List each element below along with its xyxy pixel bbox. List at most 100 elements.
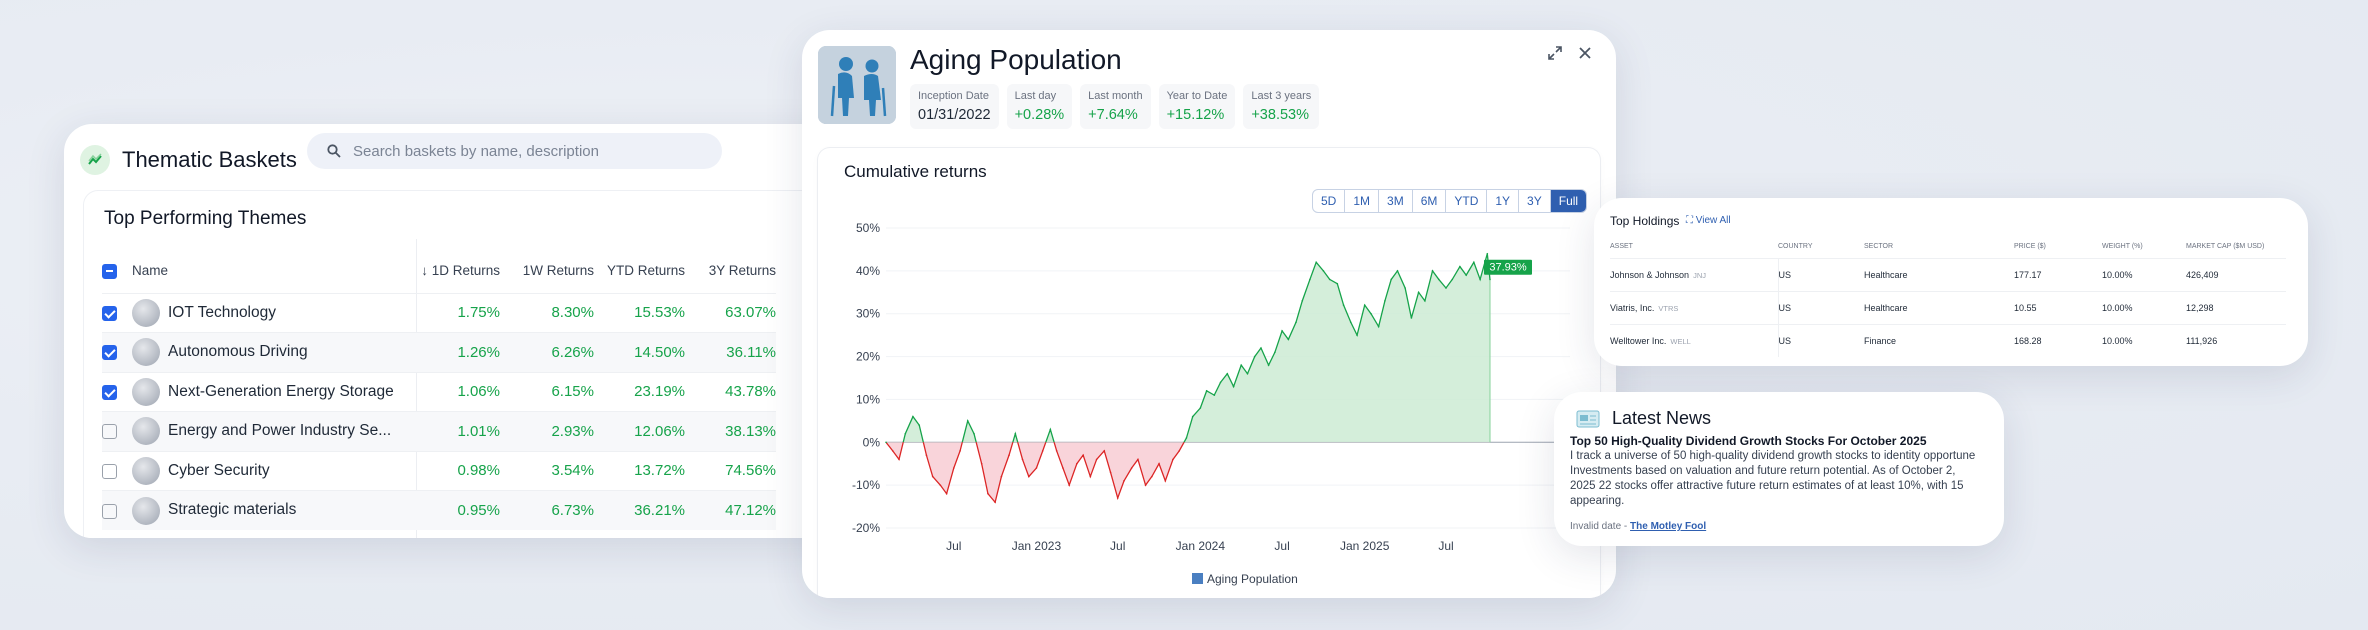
row-checkbox[interactable] — [102, 503, 117, 519]
holdings-col-header[interactable]: COUNTRY — [1778, 243, 1813, 251]
period-3y[interactable]: 3Y — [1519, 190, 1551, 212]
table-row[interactable]: Autonomous Driving 1.26% 6.26% 14.50% 36.11% — [102, 332, 776, 372]
data-point — [1178, 450, 1181, 452]
y-tick-label: 10% — [856, 392, 880, 406]
period-1m[interactable]: 1M — [1345, 190, 1380, 212]
row-checkbox[interactable] — [102, 305, 117, 321]
data-point — [898, 458, 900, 461]
data-point — [918, 424, 921, 426]
close-icon[interactable] — [1578, 44, 1592, 65]
period-3m[interactable]: 3M — [1379, 190, 1413, 212]
theme-name[interactable]: Strategic materials — [168, 501, 297, 519]
return-ytd: 13.72% — [594, 450, 685, 491]
theme-name[interactable]: Energy and Power Industry Se... — [168, 422, 392, 440]
data-point — [953, 467, 955, 469]
news-headline[interactable]: Top 50 High-Quality Dividend Growth Stoc… — [1570, 434, 1927, 448]
y-tick-label: 30% — [856, 307, 880, 321]
3y-returns-header[interactable]: 3Y Returns — [708, 263, 776, 279]
data-point — [1438, 278, 1440, 281]
holding-sector: Healthcare — [1864, 290, 2014, 324]
holdings-title: Top Holdings — [1610, 214, 1680, 228]
holdings-col-header[interactable]: ASSET — [1610, 243, 1633, 251]
data-point — [1116, 497, 1119, 499]
theme-name[interactable]: IOT Technology — [168, 303, 276, 321]
data-point — [1109, 471, 1112, 474]
row-checkbox[interactable] — [102, 345, 117, 361]
data-point — [1035, 467, 1038, 469]
holding-ticker: JNJ — [1693, 270, 1706, 280]
data-point — [1062, 467, 1064, 469]
x-tick-label: Jan 2024 — [1176, 539, 1226, 553]
table-row[interactable]: Next-Generation Energy Storage 1.06% 6.15%… — [102, 371, 776, 412]
end-label-box — [1484, 259, 1532, 275]
name-column-header[interactable]: Name — [132, 263, 169, 279]
stat-label: Last 3 years — [1251, 90, 1312, 102]
x-tick-label: Jan 2023 — [1012, 539, 1062, 553]
data-point — [1205, 390, 1208, 392]
stat-chip: Inception Date 01/31/2022 — [910, 84, 999, 129]
return-w1: 2.93% — [500, 411, 594, 451]
data-point — [1213, 394, 1216, 396]
data-point — [1049, 428, 1052, 431]
holding-country: US — [1778, 323, 1864, 357]
view-all-link[interactable]: ⛶ View All — [1686, 215, 1731, 226]
1w-returns-header[interactable]: 1W Returns — [522, 263, 594, 279]
data-point — [1191, 415, 1194, 418]
row-checkbox[interactable] — [102, 384, 117, 400]
period-6m[interactable]: 6M — [1413, 190, 1447, 212]
1d-returns-header[interactable]: ↓ 1D Returns — [421, 263, 500, 279]
data-point — [1328, 278, 1331, 281]
theme-name[interactable]: Autonomous Driving — [168, 343, 308, 361]
period-full[interactable]: Full — [1550, 190, 1587, 212]
data-point — [925, 454, 928, 456]
data-point — [1301, 300, 1304, 302]
holdings-col-header[interactable]: WEIGHT (%) — [2102, 243, 2143, 251]
period-1y[interactable]: 1Y — [1487, 190, 1520, 212]
data-point — [1445, 287, 1447, 289]
holdings-col-header[interactable]: MARKET CAP ($M USD) — [2186, 243, 2265, 251]
data-point — [1363, 304, 1366, 306]
y-tick-label: 20% — [856, 350, 880, 364]
holding-row[interactable]: Johnson & Johnson JNJ US Healthcare 177.17 10… — [1610, 257, 2286, 291]
holding-row[interactable]: Viatris, Inc. VTRS US Healthcare 10.55 10.00%… — [1610, 290, 2286, 324]
period-5d[interactable]: 5D — [1313, 190, 1346, 212]
data-point — [1151, 475, 1153, 478]
holding-mcap: 111,926 — [2186, 323, 2286, 357]
holding-weight: 10.00% — [2102, 323, 2186, 357]
holdings-col-header[interactable]: SECTOR — [1864, 243, 1894, 251]
return-y3: 36.11% — [685, 332, 776, 372]
row-checkbox[interactable] — [102, 424, 117, 440]
theme-avatar — [132, 456, 160, 485]
holding-row[interactable]: Welltower Inc. WELL US Finance 168.28 10.00% 1… — [1610, 323, 2286, 357]
legend-label[interactable]: Aging Population — [1207, 572, 1298, 586]
y-tick-label: 0% — [863, 435, 881, 449]
return-y3: 38.13% — [685, 411, 776, 451]
holdings-col-header[interactable]: PRICE ($) — [2014, 243, 2046, 251]
ytd-returns-header[interactable]: YTD Returns — [606, 263, 685, 279]
basket-search[interactable] — [307, 133, 722, 169]
data-point — [1123, 480, 1125, 482]
expand-icon[interactable] — [1548, 44, 1562, 65]
table-row[interactable]: IOT Technology 1.75% 8.30% 15.53% 63.07% — [102, 292, 776, 333]
thematic-baskets-card: Thematic Baskets Top Performing Themes N… — [64, 124, 864, 538]
period-ytd[interactable]: YTD — [1446, 190, 1488, 212]
search-input[interactable] — [353, 142, 693, 160]
y-tick-label: -10% — [852, 478, 880, 492]
data-point — [973, 432, 975, 435]
table-row[interactable]: Energy and Power Industry Se... 1.01% 2.93… — [102, 411, 776, 451]
select-all-checkbox[interactable] — [102, 263, 117, 279]
row-checkbox[interactable] — [102, 463, 117, 479]
baskets-title: Thematic Baskets — [122, 147, 297, 172]
data-point — [994, 501, 996, 504]
table-row[interactable]: Cyber Security 0.98% 3.54% 13.72% 74.56% — [102, 450, 776, 491]
theme-name[interactable]: Next-Generation Energy Storage — [168, 382, 394, 400]
data-point — [1431, 270, 1434, 272]
data-point — [1246, 372, 1249, 375]
news-body: I track a universe of 50 high-quality di… — [1570, 450, 1976, 507]
table-row[interactable]: Strategic materials 0.95% 6.73% 36.21% 47.12… — [102, 490, 776, 530]
y-tick-label: 40% — [856, 264, 880, 278]
holding-asset: Welltower Inc. — [1610, 335, 1667, 346]
theme-name[interactable]: Cyber Security — [168, 461, 270, 479]
data-point — [1219, 381, 1222, 384]
news-source-link[interactable]: The Motley Fool — [1630, 521, 1707, 532]
